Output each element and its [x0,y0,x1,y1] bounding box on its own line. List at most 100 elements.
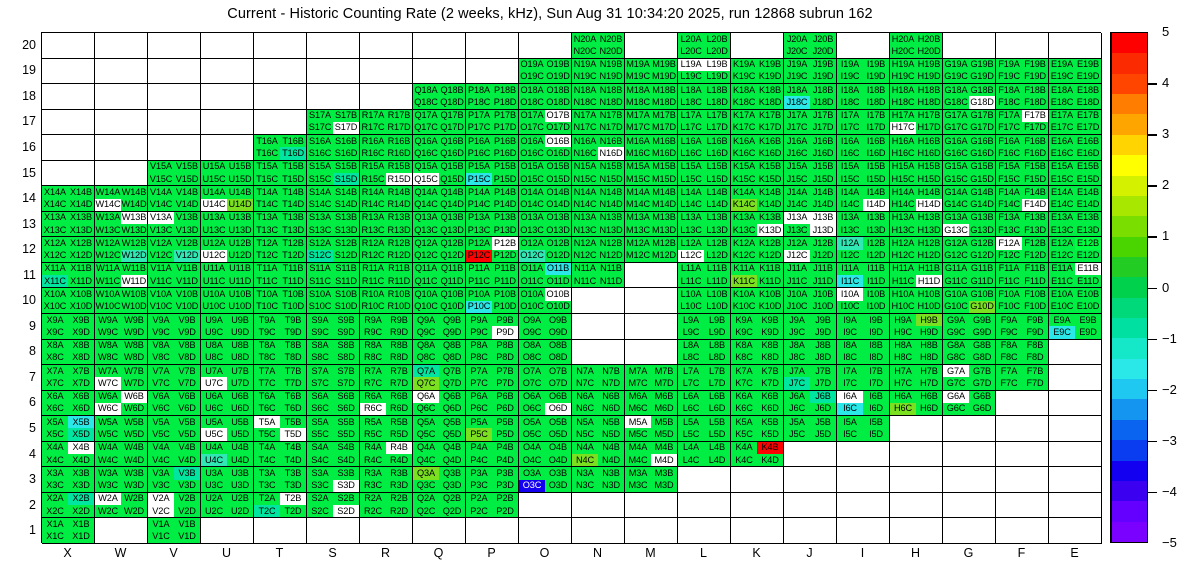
heatmap-quadrant-m3a[interactable]: M3A [625,467,651,480]
heatmap-quadrant-k4c[interactable]: K4C [731,454,757,467]
heatmap-quadrant-s5d[interactable]: S5D [333,428,359,441]
heatmap-quadrant-u4a[interactable]: U4A [201,441,227,455]
heatmap-cell-w8[interactable]: W8A W8B W8C W8D [95,339,148,366]
heatmap-quadrant-j8a[interactable]: J8A [784,339,810,352]
heatmap-quadrant-u2b[interactable]: U2B [227,492,253,506]
heatmap-quadrant-s5a[interactable]: S5A [307,416,333,429]
heatmap-quadrant-g12d[interactable]: G12D [969,249,995,262]
heatmap-cell-h16[interactable]: H16A H16B H16C H16D [890,135,943,161]
heatmap-cell-f12[interactable]: F12A F12B F12C F12D [996,237,1049,263]
heatmap-cell-h8[interactable]: H8A H8B H8C H8D [890,339,943,366]
heatmap-quadrant-x12c[interactable]: X12C [42,249,68,262]
heatmap-quadrant-k9c[interactable]: K9C [731,326,757,339]
heatmap-cell-i6[interactable]: I6A I6B I6C I6D [837,390,890,417]
heatmap-quadrant-r5b[interactable]: R5B [386,416,412,429]
heatmap-quadrant-f13d[interactable]: F13D [1022,224,1048,237]
heatmap-quadrant-i8a[interactable]: I8A [837,339,863,352]
heatmap-quadrant-n17b[interactable]: N17B [598,109,624,122]
heatmap-quadrant-u5d[interactable]: U5D [227,428,253,441]
heatmap-quadrant-h18c[interactable]: H18C [890,96,916,109]
heatmap-cell-w13[interactable]: W13A W13B W13C W13D [95,211,148,238]
heatmap-quadrant-r12b[interactable]: R12B [386,237,412,250]
heatmap-quadrant-i17c[interactable]: I17C [837,121,863,135]
heatmap-cell-h15[interactable]: H15A H15B H15C H15D [890,160,943,187]
heatmap-cell-g12[interactable]: G12A G12B G12C G12D [943,237,996,263]
heatmap-cell-l13[interactable]: L13A L13B L13C L13D [678,211,731,238]
heatmap-quadrant-k14c[interactable]: K14C [731,198,757,211]
heatmap-quadrant-q14b[interactable]: Q14B [439,186,465,199]
heatmap-quadrant-x7c[interactable]: X7C [42,377,68,390]
heatmap-quadrant-r12c[interactable]: R12C [360,249,386,262]
heatmap-quadrant-n19d[interactable]: N19D [598,70,624,84]
heatmap-quadrant-n11d[interactable]: N11D [598,275,624,288]
heatmap-quadrant-u10b[interactable]: U10B [227,288,253,301]
heatmap-cell-q14[interactable]: Q14A Q14B Q14C Q14D [413,186,466,212]
heatmap-cell-k16[interactable]: K16A K16B K16C K16D [731,135,784,161]
heatmap-quadrant-t11d[interactable]: T11D [280,275,306,288]
heatmap-quadrant-h12b[interactable]: H12B [916,237,942,250]
heatmap-quadrant-i11b[interactable]: I11B [863,262,889,276]
heatmap-quadrant-l14c[interactable]: L14C [678,198,704,211]
heatmap-cell-q16[interactable]: Q16A Q16B Q16C Q16D [413,135,466,161]
heatmap-quadrant-t14b[interactable]: T14B [280,186,306,199]
heatmap-cell-m5[interactable]: M5A M5B M5C M5D [625,416,678,442]
heatmap-quadrant-s16d[interactable]: S16D [333,147,359,160]
heatmap-quadrant-m15c[interactable]: M15C [625,173,651,186]
heatmap-quadrant-p7b[interactable]: P7B [492,365,518,378]
heatmap-quadrant-l10c[interactable]: L10C [678,300,704,314]
heatmap-cell-k10[interactable]: K10A K10B K10C K10D [731,288,784,315]
heatmap-quadrant-i13a[interactable]: I13A [837,211,863,225]
heatmap-quadrant-p13d[interactable]: P13D [492,224,518,237]
heatmap-quadrant-s14c[interactable]: S14C [307,198,333,211]
heatmap-quadrant-t2a[interactable]: T2A [254,492,280,506]
heatmap-cell-t11[interactable]: T11A T11B T11C T11D [254,262,307,289]
heatmap-quadrant-s16b[interactable]: S16B [333,135,359,148]
heatmap-quadrant-t7c[interactable]: T7C [254,377,280,390]
heatmap-quadrant-q9d[interactable]: Q9D [439,326,465,339]
heatmap-quadrant-m17c[interactable]: M17C [625,121,651,135]
heatmap-quadrant-n5a[interactable]: N5A [572,416,598,429]
heatmap-quadrant-t6c[interactable]: T6C [254,402,280,416]
heatmap-cell-q18[interactable]: Q18A Q18B Q18C Q18D [413,84,466,110]
heatmap-quadrant-h19b[interactable]: H19B [916,58,942,71]
heatmap-quadrant-o13c[interactable]: O13C [519,224,545,237]
heatmap-quadrant-g18d[interactable]: G18D [969,96,995,109]
heatmap-quadrant-n7d[interactable]: N7D [598,377,624,390]
heatmap-cell-i11[interactable]: I11A I11B I11C I11D [837,262,890,289]
heatmap-quadrant-e19a[interactable]: E19A [1049,58,1075,71]
heatmap-cell-g6[interactable]: G6A G6B G6C G6D [943,390,996,417]
heatmap-quadrant-l14d[interactable]: L14D [704,198,730,211]
heatmap-cell-n19[interactable]: N19A N19B N19C N19D [572,58,625,85]
heatmap-quadrant-u13d[interactable]: U13D [227,224,253,237]
heatmap-quadrant-v4b[interactable]: V4B [174,441,200,455]
heatmap-quadrant-p12b[interactable]: P12B [492,237,518,250]
heatmap-quadrant-v13d[interactable]: V13D [174,224,200,237]
heatmap-cell-j15[interactable]: J15A J15B J15C J15D [784,160,837,187]
heatmap-quadrant-n3d[interactable]: N3D [598,479,624,492]
heatmap-cell-n15[interactable]: N15A N15B N15C N15D [572,160,625,187]
heatmap-cell-k12[interactable]: K12A K12B K12C K12D [731,237,784,263]
heatmap-cell-o12[interactable]: O12A O12B O12C O12D [519,237,572,263]
heatmap-quadrant-h19c[interactable]: H19C [890,70,916,84]
heatmap-quadrant-r3d[interactable]: R3D [386,479,412,492]
heatmap-quadrant-w7b[interactable]: W7B [121,365,147,378]
heatmap-quadrant-r2d[interactable]: R2D [386,505,412,518]
heatmap-quadrant-q14c[interactable]: Q14C [413,198,439,211]
heatmap-quadrant-t12a[interactable]: T12A [254,237,280,250]
heatmap-cell-r6[interactable]: R6A R6B R6C R6D [360,390,413,417]
heatmap-quadrant-e13a[interactable]: E13A [1049,211,1075,225]
heatmap-quadrant-f15a[interactable]: F15A [996,160,1022,173]
heatmap-cell-l18[interactable]: L18A L18B L18C L18D [678,84,731,110]
heatmap-cell-t10[interactable]: T10A T10B T10C T10D [254,288,307,315]
heatmap-quadrant-h20d[interactable]: H20D [916,45,942,58]
heatmap-quadrant-n17d[interactable]: N17D [598,121,624,135]
heatmap-quadrant-p9c[interactable]: P9C [466,326,492,339]
heatmap-quadrant-x13c[interactable]: X13C [42,224,68,237]
heatmap-quadrant-s8a[interactable]: S8A [307,339,333,352]
heatmap-quadrant-j17b[interactable]: J17B [810,109,836,122]
heatmap-quadrant-m19d[interactable]: M19D [651,70,677,84]
heatmap-quadrant-f15d[interactable]: F15D [1022,173,1048,186]
heatmap-cell-l14[interactable]: L14A L14B L14C L14D [678,186,731,212]
heatmap-cell-j10[interactable]: J10A J10B J10C J10D [784,288,837,315]
heatmap-quadrant-w6a[interactable]: W6A [95,390,121,403]
